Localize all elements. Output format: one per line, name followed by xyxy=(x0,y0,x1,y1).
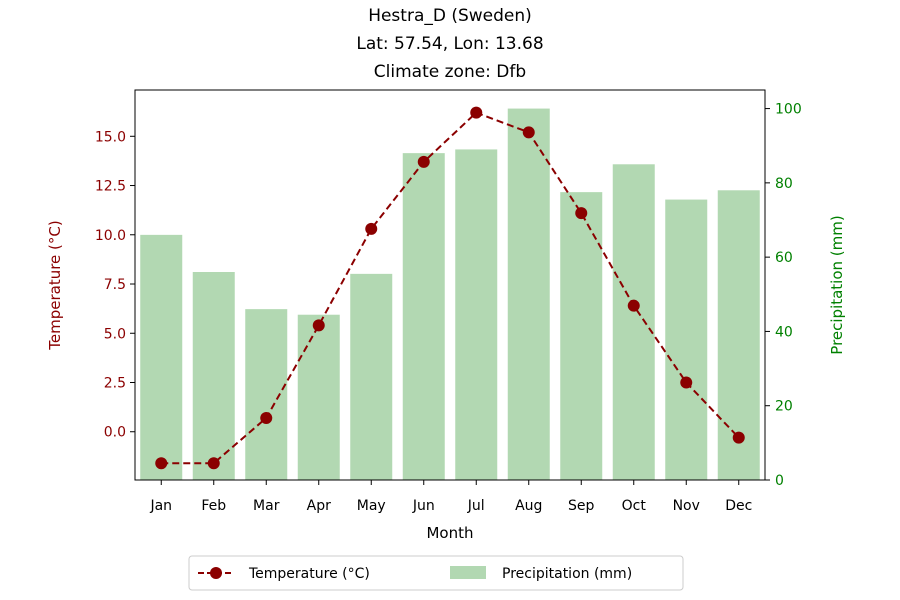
temperature-point-nov xyxy=(680,376,693,389)
precipitation-tick-label: 40 xyxy=(775,324,793,340)
temperature-point-sep xyxy=(575,207,588,220)
precipitation-tick-label: 20 xyxy=(775,399,793,415)
right-axis-label: Precipitation (mm) xyxy=(828,215,846,354)
temperature-tick-label: 7.5 xyxy=(104,277,126,293)
month-tick-label: Mar xyxy=(253,498,280,514)
precipitation-bar-oct xyxy=(612,164,655,481)
precipitation-tick-label: 60 xyxy=(775,250,793,266)
chart-title: Hestra_D (Sweden) Lat: 57.54, Lon: 13.68… xyxy=(356,6,543,82)
precipitation-bar-jun xyxy=(402,153,445,480)
month-tick-label: Nov xyxy=(673,498,700,514)
precipitation-bar-feb xyxy=(192,272,235,480)
precipitation-bar-sep xyxy=(560,192,603,480)
temperature-point-oct xyxy=(627,299,640,312)
precipitation-bar-jul xyxy=(455,149,498,480)
month-axis: Jan Feb Mar Apr May Jun Jul Aug Sep Oct Nov Dec xyxy=(149,480,752,514)
month-tick-label: Jun xyxy=(412,498,435,514)
plot-frame xyxy=(134,89,766,481)
precipitation-bar-may xyxy=(350,273,393,480)
temperature-tick-label: 10.0 xyxy=(95,228,126,244)
temperature-point-may xyxy=(365,222,378,235)
temperature-tick-label: 0.0 xyxy=(104,425,126,441)
legend-precipitation-swatch xyxy=(450,566,486,579)
left-axis-label: Temperature (°C) xyxy=(46,220,64,350)
temperature-point-jul xyxy=(470,106,483,119)
month-tick-label: Aug xyxy=(515,498,542,514)
precipitation-bar-apr xyxy=(297,314,340,480)
precipitation-bar-mar xyxy=(245,309,288,480)
legend-temperature-marker xyxy=(210,567,222,579)
precipitation-bar-jan xyxy=(140,234,183,480)
temperature-tick-label: 15.0 xyxy=(95,129,126,145)
temperature-tick-label: 5.0 xyxy=(104,326,126,342)
month-tick-label: Oct xyxy=(622,498,647,514)
title-line-2: Lat: 57.54, Lon: 13.68 xyxy=(356,34,543,54)
month-tick-label: Apr xyxy=(307,498,331,514)
x-axis-label: Month xyxy=(426,524,473,542)
precipitation-bar-nov xyxy=(665,199,708,481)
precipitation-tick-label: 0 xyxy=(775,473,784,489)
month-tick-label: Sep xyxy=(568,498,595,514)
precipitation-bars xyxy=(140,108,760,481)
legend-precipitation-label: Precipitation (mm) xyxy=(502,566,632,582)
temperature-point-jan xyxy=(155,457,168,470)
temperature-point-dec xyxy=(732,431,745,444)
legend-frame xyxy=(188,555,684,591)
temperature-tick-label: 2.5 xyxy=(104,376,126,392)
temperature-tick-label: 12.5 xyxy=(95,179,126,195)
month-tick-label: Jan xyxy=(149,498,172,514)
title-line-1: Hestra_D (Sweden) xyxy=(368,6,532,26)
month-tick-label: Jul xyxy=(467,498,485,514)
temperature-point-feb xyxy=(207,457,220,470)
month-tick-label: May xyxy=(357,498,386,514)
temperature-point-jun xyxy=(417,155,430,168)
precipitation-axis: 0 20 40 60 80 100 xyxy=(765,102,802,489)
temperature-point-aug xyxy=(522,126,535,139)
temperature-point-mar xyxy=(260,411,273,424)
legend: Temperature (°C) Precipitation (mm) xyxy=(188,555,684,591)
precipitation-tick-label: 100 xyxy=(775,102,802,118)
temperature-axis: 0.0 2.5 5.0 7.5 10.0 12.5 15.0 xyxy=(95,129,135,441)
month-tick-label: Feb xyxy=(201,498,226,514)
precipitation-bar-aug xyxy=(507,108,550,481)
month-tick-label: Dec xyxy=(725,498,752,514)
title-line-3: Climate zone: Dfb xyxy=(374,62,526,82)
precipitation-tick-label: 80 xyxy=(775,176,793,192)
temperature-series xyxy=(155,106,745,470)
temperature-point-apr xyxy=(312,319,325,332)
temperature-line xyxy=(161,111,740,465)
legend-temperature-label: Temperature (°C) xyxy=(248,566,370,582)
